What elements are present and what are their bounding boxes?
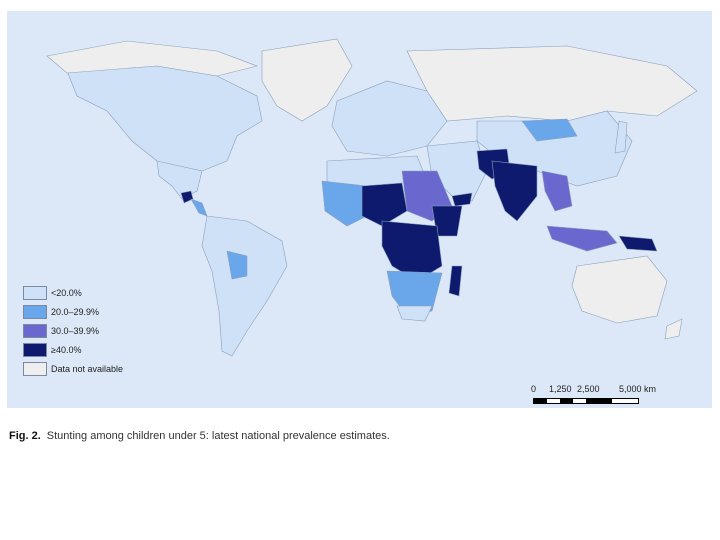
region-north-america: [66, 65, 263, 180]
map-frame: <20.0% 20.0–29.9% 30.0–39.9% ≥40.0% Data…: [7, 11, 712, 408]
region-sahel: [361, 182, 408, 227]
legend-item-gte40: ≥40.0%: [23, 340, 123, 359]
scale-bar-graphic: [533, 398, 639, 404]
region-indonesia: [546, 225, 618, 252]
world-map: [46, 38, 698, 357]
legend-swatch: [23, 304, 47, 319]
scale-tick-1250: 1,250: [549, 384, 572, 394]
region-india: [491, 160, 538, 222]
region-yemen: [451, 192, 473, 207]
region-south-africa: [396, 305, 433, 322]
figure-caption: Fig. 2. Stunting among children under 5: …: [9, 430, 390, 442]
legend-swatch: [23, 323, 47, 338]
region-russia: [406, 45, 698, 122]
legend-label: Data not available: [51, 363, 124, 374]
legend-item-20-29: 20.0–29.9%: [23, 302, 123, 321]
legend-label: 20.0–29.9%: [51, 306, 100, 317]
legend-item-30-39: 30.0–39.9%: [23, 321, 123, 340]
legend-label: 30.0–39.9%: [51, 325, 100, 336]
legend-label: <20.0%: [51, 287, 82, 298]
region-japan: [614, 120, 628, 154]
region-se-asia: [541, 170, 573, 212]
region-mexico: [156, 160, 203, 200]
legend-swatch: [23, 361, 47, 376]
region-madagascar: [448, 265, 463, 297]
region-greenland: [261, 38, 353, 122]
region-arctic-canada: [46, 40, 259, 77]
region-south-america: [201, 215, 288, 357]
region-mongolia: [521, 118, 578, 142]
scale-tick-2500: 2,500: [577, 384, 600, 394]
region-new-zealand: [664, 318, 683, 340]
map-legend: <20.0% 20.0–29.9% 30.0–39.9% ≥40.0% Data…: [23, 283, 123, 378]
scale-bar: 0 1,250 2,500 5,000 km: [527, 384, 656, 408]
region-australia: [571, 255, 668, 324]
legend-swatch: [23, 342, 47, 357]
legend-item-na: Data not available: [23, 359, 123, 378]
region-png: [618, 235, 658, 252]
figure-label: Fig. 2.: [9, 430, 41, 442]
scale-tick-0: 0: [531, 384, 537, 394]
region-bolivia: [226, 250, 248, 280]
caption-text: Stunting among children under 5: latest …: [46, 430, 390, 442]
legend-item-lt20: <20.0%: [23, 283, 123, 302]
scale-tick-5000: 5,000 km: [619, 384, 657, 394]
region-guatemala: [180, 190, 194, 204]
legend-label: ≥40.0%: [51, 344, 82, 355]
region-central-america: [190, 198, 208, 217]
legend-swatch: [23, 285, 47, 300]
